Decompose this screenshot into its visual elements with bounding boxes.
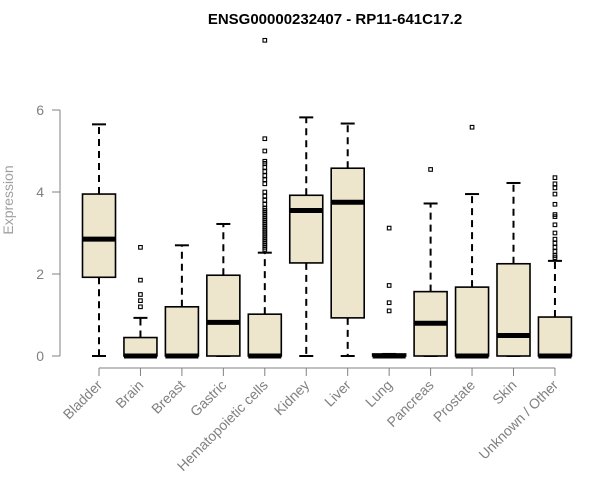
- box-group: [81, 123, 117, 357]
- outlier-point: [262, 136, 268, 142]
- outlier-point: [552, 201, 558, 207]
- outlier-point: [138, 298, 143, 304]
- outlier-point: [138, 277, 143, 283]
- outlier-point: [552, 212, 558, 217]
- outlier-point: [138, 292, 143, 297]
- x-tick-label: Kidney: [271, 377, 313, 419]
- outlier-point: [262, 37, 268, 43]
- outlier-point: [262, 177, 268, 183]
- x-tick-label: Brain: [112, 377, 146, 411]
- outlier-point: [262, 165, 268, 170]
- iqr-box: [537, 316, 573, 357]
- iqr-box: [206, 274, 241, 357]
- outlier-point: [386, 225, 392, 231]
- outlier-point: [262, 193, 268, 199]
- outlier-point: [386, 308, 392, 314]
- box-group: [537, 175, 573, 359]
- outlier-point: [469, 124, 475, 130]
- outlier-point: [552, 175, 558, 181]
- y-tick-label: 6: [36, 102, 44, 118]
- y-axis-label: Expression: [0, 165, 16, 234]
- outlier-point: [428, 167, 433, 172]
- iqr-box: [288, 194, 324, 264]
- outlier-point: [552, 181, 558, 187]
- y-tick-label: 4: [36, 184, 44, 200]
- box-group: [206, 222, 241, 357]
- outlier-point: [262, 197, 268, 203]
- outlier-point: [262, 181, 268, 187]
- boxes: [81, 37, 573, 359]
- iqr-box: [454, 286, 490, 357]
- outlier-point: [138, 304, 143, 310]
- box-group: [413, 167, 448, 357]
- outlier-point: [552, 230, 558, 236]
- iqr-box: [123, 336, 158, 357]
- x-tick-label: Prostate: [430, 377, 478, 425]
- outlier-point: [262, 158, 268, 164]
- outlier-point: [262, 169, 268, 174]
- iqr-box: [496, 262, 531, 357]
- box-group: [247, 37, 283, 359]
- outlier-point: [262, 189, 268, 195]
- outlier-point: [552, 191, 558, 197]
- iqr-box: [81, 193, 117, 279]
- y-tick-label: 2: [36, 266, 44, 282]
- outlier-point: [552, 249, 558, 254]
- outlier-point: [552, 222, 558, 228]
- x-tick-label: Lung: [362, 377, 395, 410]
- x-tick-label: Breast: [148, 377, 188, 417]
- box-group: [496, 181, 531, 357]
- box-group: [371, 225, 407, 359]
- outlier-point: [262, 173, 268, 178]
- outlier-point: [552, 185, 558, 191]
- outlier-point: [262, 148, 268, 154]
- x-tick-label: Liver: [321, 377, 354, 410]
- x-tick-label: Skin: [489, 377, 520, 408]
- box-group: [123, 245, 158, 359]
- box-group: [454, 124, 490, 359]
- outlier-point: [552, 245, 558, 250]
- box-group: [288, 116, 324, 357]
- iqr-box: [247, 313, 283, 357]
- outlier-point: [552, 240, 558, 246]
- outlier-point: [386, 300, 392, 306]
- box-group: [330, 122, 366, 357]
- chart-title: ENSG00000232407 - RP11-641C17.2: [208, 11, 462, 28]
- outlier-point: [386, 283, 392, 288]
- iqr-box: [330, 167, 366, 319]
- x-tick-label: Unknown / Other: [475, 377, 561, 463]
- outlier-point: [138, 245, 143, 250]
- x-tick-label: Bladder: [60, 377, 106, 423]
- box-group: [164, 244, 200, 359]
- outlier-point: [262, 201, 268, 207]
- outlier-point: [552, 236, 558, 242]
- y-tick-label: 0: [36, 348, 44, 364]
- y-axis: 0 2 4 6: [36, 102, 61, 364]
- iqr-box: [164, 305, 200, 357]
